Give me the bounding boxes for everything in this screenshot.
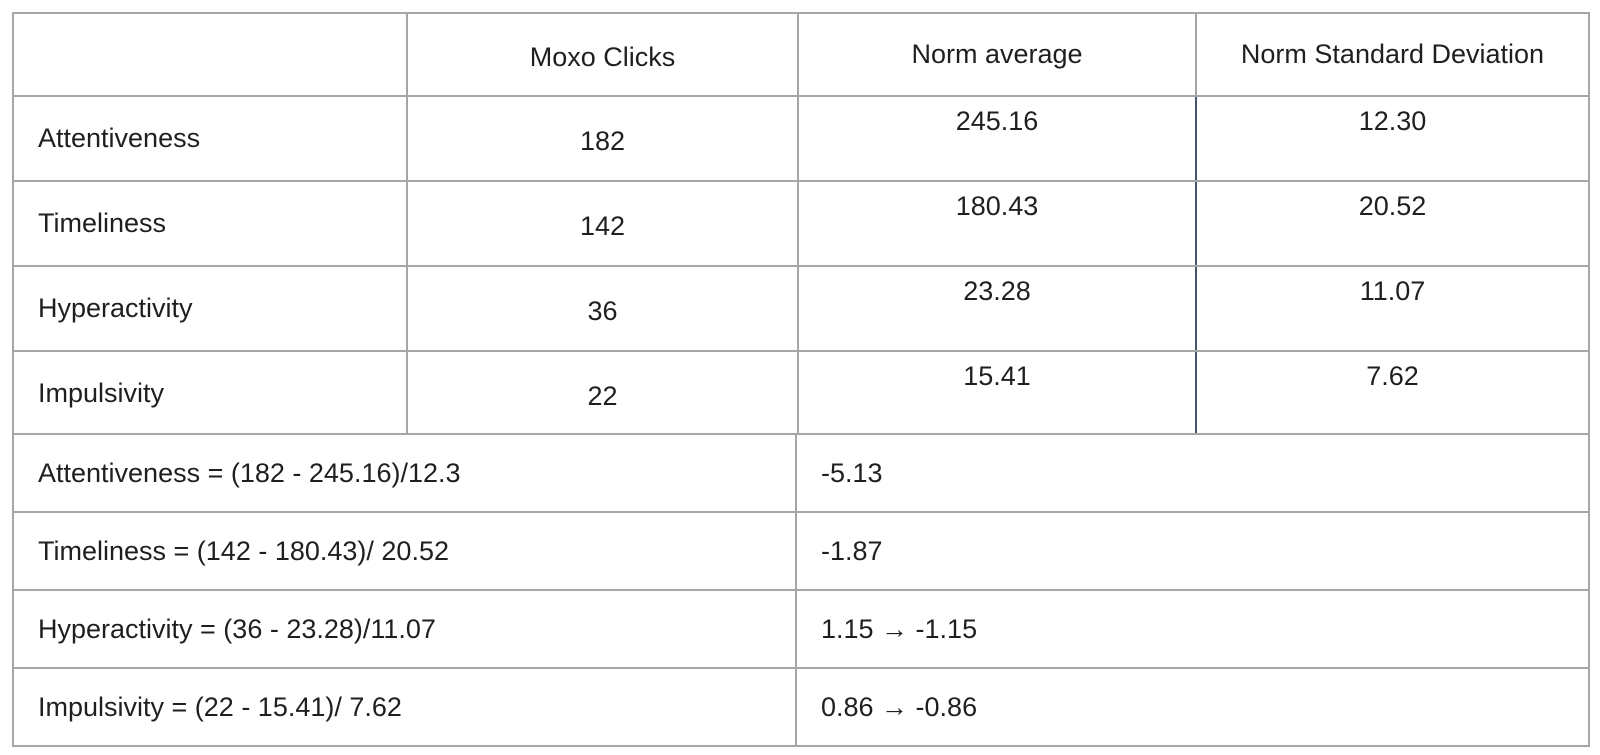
table-row-impulsivity: Impulsivity 22 15.41 7.62 [12,350,1590,437]
avg-value: 245.16 [797,95,1197,182]
table-row-attentiveness: Attentiveness 182 245.16 12.30 [12,95,1590,182]
scores-header-row: Moxo Clicks Norm average Norm Standard D… [12,12,1590,97]
zscore-table: Attentiveness = (182 - 245.16)/12.3 -5.1… [12,433,1590,747]
table-row-impulsivity-formula: Impulsivity = (22 - 15.41)/ 7.62 0.86 → … [12,667,1590,747]
avg-value: 180.43 [797,180,1197,267]
clicks-value: 142 [406,180,799,267]
sd-value: 12.30 [1195,95,1590,182]
result-cell: 1.15 → -1.15 [795,589,1590,669]
avg-value: 23.28 [797,265,1197,352]
row-label: Impulsivity [12,350,408,437]
result-cell: -1.87 [795,511,1590,591]
clicks-value: 182 [406,95,799,182]
formula-cell: Timeliness = (142 - 180.43)/ 20.52 [12,511,797,591]
table-row-hyperactivity-formula: Hyperactivity = (36 - 23.28)/11.07 1.15 … [12,589,1590,669]
table-row-attentiveness-formula: Attentiveness = (182 - 245.16)/12.3 -5.1… [12,433,1590,513]
header-empty [12,12,408,97]
sd-value: 11.07 [1195,265,1590,352]
header-moxo-clicks: Moxo Clicks [406,12,799,97]
sd-value: 7.62 [1195,350,1590,437]
clicks-value: 22 [406,350,799,437]
row-label: Hyperactivity [12,265,408,352]
result-cell: 0.86 → -0.86 [795,667,1590,747]
formula-cell: Impulsivity = (22 - 15.41)/ 7.62 [12,667,797,747]
header-norm-sd: Norm Standard Deviation [1195,12,1590,97]
table-row-timeliness-formula: Timeliness = (142 - 180.43)/ 20.52 -1.87 [12,511,1590,591]
formula-cell: Attentiveness = (182 - 245.16)/12.3 [12,433,797,513]
row-label: Timeliness [12,180,408,267]
row-label: Attentiveness [12,95,408,182]
table-row-timeliness: Timeliness 142 180.43 20.52 [12,180,1590,267]
header-norm-average: Norm average [797,12,1197,97]
sd-value: 20.52 [1195,180,1590,267]
formula-cell: Hyperactivity = (36 - 23.28)/11.07 [12,589,797,669]
avg-value: 15.41 [797,350,1197,437]
clicks-value: 36 [406,265,799,352]
result-cell: -5.13 [795,433,1590,513]
table-row-hyperactivity: Hyperactivity 36 23.28 11.07 [12,265,1590,352]
scores-table: Moxo Clicks Norm average Norm Standard D… [12,12,1590,437]
